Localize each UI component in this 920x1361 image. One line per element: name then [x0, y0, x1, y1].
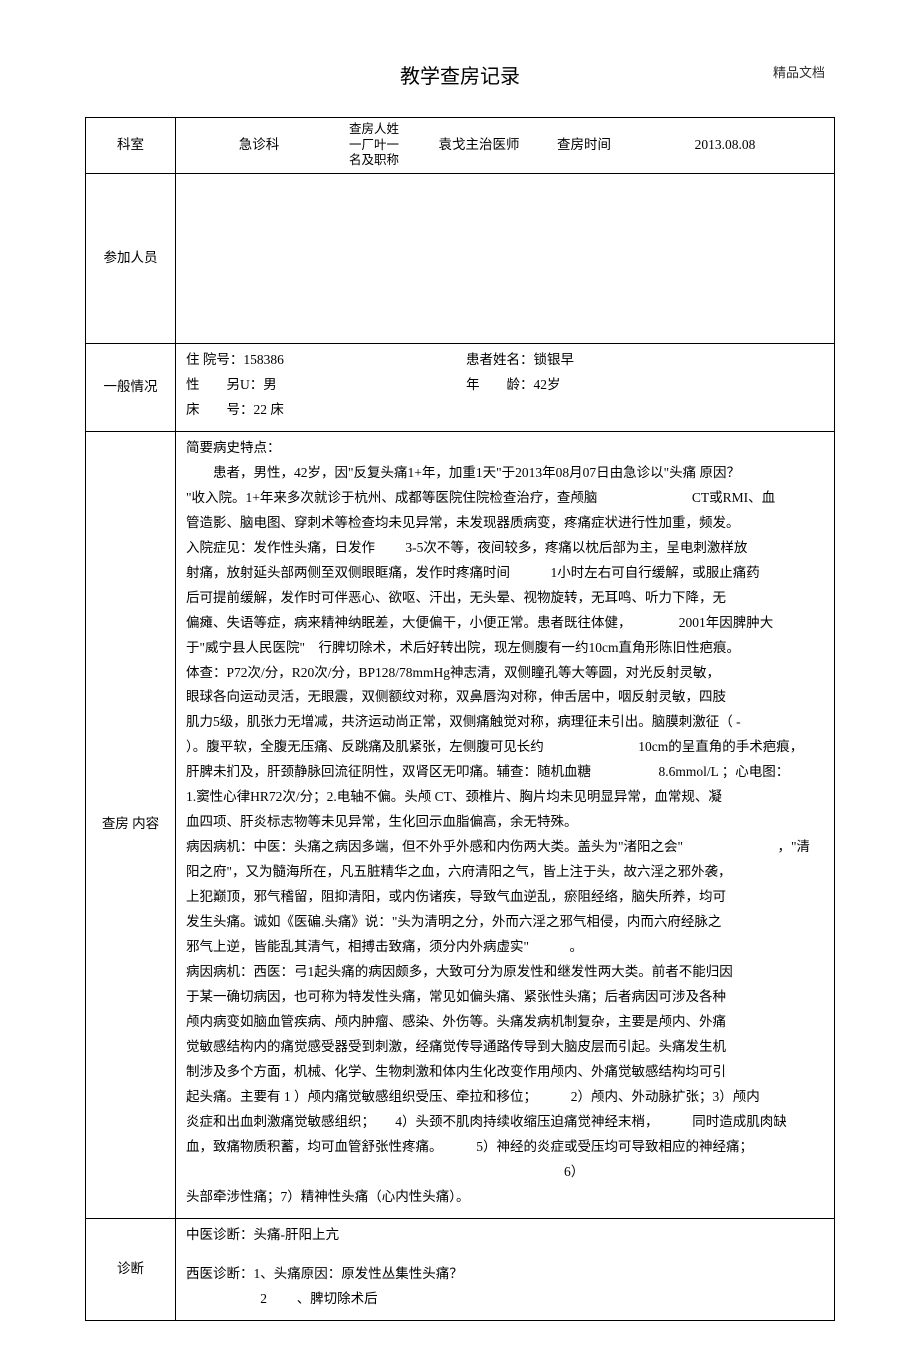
p4a: 病因病机：中医：头痛之病因多端，但不外乎外感和内伤两大类。盖头为"渚阳之会" ，…: [186, 835, 824, 860]
diag-l3-num: 2: [260, 1291, 267, 1306]
bed-value: 22 床: [254, 402, 284, 417]
person-value: 袁戈主治医师: [414, 133, 544, 158]
rounds-label: 查房 内容: [86, 431, 176, 1218]
p5a: 病因病机：西医：弓1起头痛的病因颇多，大致可分为原发性和继发性两大类。前者不能归…: [186, 960, 824, 985]
record-table: 科室 急诊科 查房人姓 一厂叶一 名及职称 袁戈主治医师 查房时间 2013.0…: [85, 117, 835, 1321]
p5b: 于某一确切病因，也可称为特发性头痛，常见如偏头痛、紧张性头痛；后者病因可涉及各种: [186, 985, 824, 1010]
p5d: 觉敏感结构内的痛觉感受器受到刺激，经痛觉传导通路传导到大脑皮层而引起。头痛发生机: [186, 1035, 824, 1060]
bed-label: 床 号：: [186, 402, 254, 417]
dept-label: 科室: [86, 118, 176, 174]
p1b: "收入院。1+年来多次就诊于杭州、成都等医院住院检查治疗，查颅脑 CT或RMI、…: [186, 486, 824, 511]
person-label: 查房人姓 一厂叶一 名及职称: [334, 122, 414, 169]
p5j: 头部牵涉性痛；7）精神性头痛（心内性头痛）。: [186, 1185, 824, 1210]
diag-l2: 西医诊断：1、头痛原因：原发性丛集性头痛？: [186, 1262, 824, 1287]
diagnosis-content: 中医诊断：头痛-肝阳上亢 西医诊断：1、头痛原因：原发性丛集性头痛？ 2 、脾切除…: [176, 1218, 835, 1320]
p3c: 肌力5级，肌张力无增减，共济运动尚正常，双侧痛触觉对称，病理征未引出。脑膜刺激征…: [186, 710, 824, 735]
p4e: 邪气上逆，皆能乱其清气，相搏击致痛，须分内外病虚实" 。: [186, 935, 824, 960]
p2c: 后可提前缓解，发作时可伴恶心、欲呕、汗出，无头晕、视物旋转，无耳鸣、听力下降，无: [186, 586, 824, 611]
person-label-mid: 一厂叶一: [334, 138, 414, 154]
page-title: 教学查房记录: [85, 60, 835, 89]
p2a: 入院症见：发作性头痛，日发作 3-5次不等，夜间较多，疼痛以枕后部为主，呈电刺激…: [186, 536, 824, 561]
admission-no: 158386: [243, 352, 284, 367]
brief-label: 简要病史特点：: [186, 436, 824, 461]
p1c: 管造影、脑电图、穿刺术等检查均未见异常，未发现器质病变，疼痛症状进行性加重，频发…: [186, 511, 824, 536]
participants-content: [176, 173, 835, 343]
time-value: 2013.08.08: [624, 133, 826, 158]
p5g: 炎症和出血刺激痛觉敏感组织； 4）头颈不肌肉持续收缩压迫痛觉神经末梢， 同时造成…: [186, 1110, 824, 1135]
p5e: 制涉及多个方面，机械、化学、生物刺激和体内生化改变作用颅内、外痛觉敏感结构均可引: [186, 1060, 824, 1085]
p5f: 起头痛。主要有 1 ）颅内痛觉敏感组织受压、牵拉和移位； 2）颅内、外动脉扩张；…: [186, 1085, 824, 1110]
patient-name-label: 患者姓名：: [466, 352, 534, 367]
dept-value: 急诊科: [184, 133, 334, 158]
rounds-content: 简要病史特点： 患者，男性，42岁，因"反复头痛1+年，加重1天"于2013年0…: [176, 431, 835, 1218]
participants-label: 参加人员: [86, 173, 176, 343]
p3g: 血四项、肝炎标志物等未见异常，生化回示血脂偏高，余无特殊。: [186, 810, 824, 835]
p3f: 1.窦性心律HR72次/分；2.电轴不偏。头颅 CT、颈椎片、胸片均未见明显异常…: [186, 785, 824, 810]
person-label-line1: 查房人姓: [334, 122, 414, 138]
p2e: 于"威宁县人民医院" 行脾切除术，术后好转出院，现左侧腹有一约10cm直角形陈旧…: [186, 636, 824, 661]
p4d: 发生头痛。诚如《医碥.头痛》说："头为清明之分，外而六淫之邪气相侵，内而六府经脉…: [186, 910, 824, 935]
general-label: 一般情况: [86, 343, 176, 431]
p3a: 体查：P72次/分，R20次/分，BP128/78mmHg神志清，双侧瞳孔等大等…: [186, 661, 824, 686]
diagnosis-label: 诊断: [86, 1218, 176, 1320]
p3d: ）。腹平软，全腹无压痛、反跳痛及肌紧张，左侧腹可见长约 10cm的呈直角的手术疤…: [186, 735, 824, 760]
p4b: 阳之府"，又为髓海所在，凡五脏精华之血，六府清阳之气，皆上注于头，故六淫之邪外袭…: [186, 860, 824, 885]
diag-l3-rest: 、脾切除术后: [297, 1291, 378, 1306]
diag-l1: 中医诊断：头痛-肝阳上亢: [186, 1223, 824, 1248]
p2d: 偏瘫、失语等症，病来精神纳眠差，大便偏干，小便正常。患者既往体健， 2001年因…: [186, 611, 824, 636]
p1a: 患者，男性，42岁，因"反复头痛1+年，加重1天"于2013年08月07日由急诊…: [186, 461, 824, 486]
p5c: 颅内病变如脑血管疾病、颅内肿瘤、感染、外伤等。头痛发病机制复杂，主要是颅内、外痛: [186, 1010, 824, 1035]
person-label-line2: 名及职称: [334, 153, 414, 169]
p2b: 射痛，放射延头部两侧至双侧眼眶痛，发作时疼痛时间 1小时左右可自行缓解，或服止痛…: [186, 561, 824, 586]
p5i: 6）: [186, 1160, 824, 1185]
header-content: 急诊科 查房人姓 一厂叶一 名及职称 袁戈主治医师 查房时间 2013.08.0…: [176, 118, 835, 174]
p3b: 眼球各向运动灵活，无眼震，双侧额纹对称，双鼻唇沟对称，伸舌居中，咽反射灵敏，四肢: [186, 685, 824, 710]
age-label: 年 龄：: [466, 377, 534, 392]
admission-no-label: 住 院号：: [186, 352, 243, 367]
diag-l3: 2 、脾切除术后: [186, 1287, 824, 1312]
sex-label: 性 另U：: [186, 377, 263, 392]
watermark: 精品文档: [773, 62, 825, 81]
p3e: 肝脾未扪及，肝颈静脉回流征阴性，双肾区无叩痛。辅查：随机血糖 8.6mmol/L…: [186, 760, 824, 785]
time-label: 查房时间: [544, 133, 624, 158]
p5h: 血，致痛物质积蓄，均可血管舒张性疼痛。 5）神经的炎症或受压均可导致相应的神经痛…: [186, 1135, 824, 1160]
age-value: 42岁: [534, 377, 561, 392]
general-content: 住 院号：158386 患者姓名：锁银早 性 另U：男 年 龄：42岁 床 号：…: [176, 343, 835, 431]
p4c: 上犯巅顶，邪气稽留，阻抑清阳，或内伤诸疾，导致气血逆乱，瘀阻经络，脑失所养，均可: [186, 885, 824, 910]
sex-value: 男: [263, 377, 277, 392]
patient-name: 锁银早: [534, 352, 575, 367]
